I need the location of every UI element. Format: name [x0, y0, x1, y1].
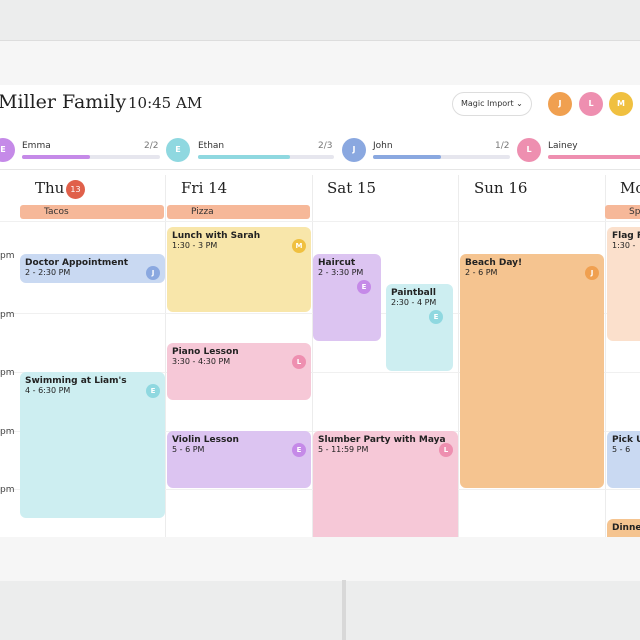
magic-import-button[interactable]: Magic Import ⌄: [452, 92, 532, 116]
member-avatar[interactable]: L: [517, 138, 541, 162]
avatar[interactable]: L: [579, 92, 603, 116]
event[interactable]: Dinne: [607, 519, 640, 537]
column-line: [458, 175, 459, 537]
event-title: Beach Day!: [465, 258, 523, 268]
event-title: Flag F: [612, 231, 640, 241]
progress-bar: [198, 155, 334, 159]
event-title: Haircut: [318, 258, 356, 268]
button-label: Magic Import: [461, 99, 514, 108]
event[interactable]: Haircut 2 - 3:30 PM E: [313, 254, 381, 341]
event-avatar: E: [146, 384, 160, 398]
event[interactable]: Piano Lesson 3:30 - 4:30 PM L: [167, 343, 311, 400]
day-header: Sat 15: [327, 179, 377, 197]
event-title: Doctor Appointment: [25, 258, 129, 268]
all-day-event[interactable]: Tacos: [20, 205, 164, 219]
event-time: 2 - 3:30 PM: [318, 268, 364, 277]
event[interactable]: Flag F 1:30 -: [607, 227, 640, 341]
event-time: 2 - 6 PM: [465, 268, 498, 277]
progress-bar: [373, 155, 510, 159]
family-title: Miller Family: [0, 91, 127, 113]
progress-bar: [22, 155, 160, 159]
column-line: [312, 175, 313, 537]
member-name: Emma: [22, 141, 51, 151]
event-title: Piano Lesson: [172, 347, 239, 357]
day-header: Sun 16: [474, 179, 528, 197]
event-title: Swimming at Liam's: [25, 376, 127, 386]
event-time: 1:30 - 3 PM: [172, 241, 218, 250]
event-time: 5 - 6 PM: [172, 445, 205, 454]
all-day-event[interactable]: Pizza: [167, 205, 310, 219]
event-title: Dinne: [612, 523, 640, 533]
time-label: pm: [0, 368, 15, 378]
event-title: Paintball: [391, 288, 436, 298]
today-badge: 13: [66, 180, 85, 199]
column-line: [165, 175, 166, 537]
column-line: [605, 175, 606, 537]
time-label: pm: [0, 427, 15, 437]
event-title: Pick U: [612, 435, 640, 445]
clock: 10:45 AM: [128, 94, 203, 112]
time-label: pm: [0, 310, 15, 320]
divider: [0, 169, 640, 170]
progress-bar: [548, 155, 640, 159]
member-name: John: [373, 141, 393, 151]
member-avatar[interactable]: E: [166, 138, 190, 162]
event-avatar: E: [292, 443, 306, 457]
member-progress: 2/2: [144, 141, 159, 151]
event[interactable]: Doctor Appointment 2 - 2:30 PM J: [20, 254, 165, 283]
day-header: Thu: [35, 179, 65, 197]
time-label: pm: [0, 251, 15, 261]
event-avatar: E: [357, 280, 371, 294]
event-time: 3:30 - 4:30 PM: [172, 357, 231, 366]
avatar[interactable]: M: [609, 92, 633, 116]
event-title: Violin Lesson: [172, 435, 239, 445]
time-label: pm: [0, 485, 15, 495]
event-time: 5 - 6: [612, 445, 631, 454]
day-header: Mo: [620, 179, 640, 197]
member-progress: 2/3: [318, 141, 333, 151]
member-avatar[interactable]: E: [0, 138, 15, 162]
event-time: 4 - 6:30 PM: [25, 386, 71, 395]
event-avatar: E: [429, 310, 443, 324]
event-avatar: J: [585, 266, 599, 280]
all-day-event[interactable]: Sp: [605, 205, 640, 219]
member-progress: 1/2: [495, 141, 510, 151]
event[interactable]: Beach Day! 2 - 6 PM J: [460, 254, 604, 488]
event-time: 5 - 11:59 PM: [318, 445, 369, 454]
stand: [342, 580, 346, 640]
event-title: Lunch with Sarah: [172, 231, 261, 241]
member-name: Lainey: [548, 141, 578, 151]
event[interactable]: Slumber Party with Maya 5 - 11:59 PM L: [313, 431, 458, 537]
avatar[interactable]: J: [548, 92, 572, 116]
event-avatar: L: [292, 355, 306, 369]
event-avatar: L: [439, 443, 453, 457]
day-header: Fri 14: [181, 179, 228, 197]
event[interactable]: Violin Lesson 5 - 6 PM E: [167, 431, 311, 488]
divider: [0, 221, 640, 222]
event[interactable]: Swimming at Liam's 4 - 6:30 PM E: [20, 372, 165, 518]
event[interactable]: Paintball 2:30 - 4 PM E: [386, 284, 453, 371]
event-title: Slumber Party with Maya: [318, 435, 446, 445]
event-avatar: M: [292, 239, 306, 253]
member-name: Ethan: [198, 141, 225, 151]
event-avatar: J: [146, 266, 160, 280]
event-time: 2 - 2:30 PM: [25, 268, 71, 277]
event[interactable]: Lunch with Sarah 1:30 - 3 PM M: [167, 227, 311, 312]
event-time: 1:30 -: [612, 241, 636, 250]
member-avatar[interactable]: J: [342, 138, 366, 162]
screen: Miller Family 10:45 AM Magic Import ⌄ J …: [0, 85, 640, 537]
event-time: 2:30 - 4 PM: [391, 298, 437, 307]
hour-line: [0, 372, 640, 373]
